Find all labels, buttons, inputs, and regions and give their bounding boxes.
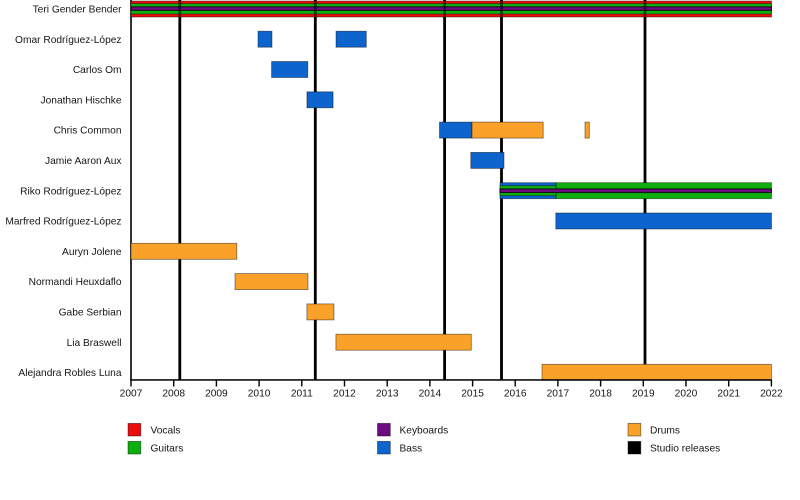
svg-text:2017: 2017 xyxy=(547,389,570,400)
svg-text:Lia Braswell: Lia Braswell xyxy=(67,338,122,349)
svg-text:2020: 2020 xyxy=(675,389,698,400)
svg-text:Keyboards: Keyboards xyxy=(400,425,449,436)
svg-text:2018: 2018 xyxy=(589,389,612,400)
svg-text:2011: 2011 xyxy=(291,389,313,400)
svg-text:Chris Common: Chris Common xyxy=(54,126,122,137)
svg-text:2009: 2009 xyxy=(205,389,228,400)
svg-text:Vocals: Vocals xyxy=(151,425,181,436)
svg-text:2012: 2012 xyxy=(333,389,356,400)
svg-text:Omar Rodríguez-López: Omar Rodríguez-López xyxy=(15,35,121,46)
svg-text:Auryn Jolene: Auryn Jolene xyxy=(62,247,122,258)
svg-text:2007: 2007 xyxy=(120,389,143,400)
svg-text:Studio releases: Studio releases xyxy=(650,443,720,454)
svg-text:2014: 2014 xyxy=(419,389,442,400)
svg-text:Jonathan Hischke: Jonathan Hischke xyxy=(41,95,122,106)
svg-text:2019: 2019 xyxy=(632,389,655,400)
svg-text:Bass: Bass xyxy=(400,443,423,454)
svg-text:2015: 2015 xyxy=(461,389,484,400)
svg-text:Carlos Om: Carlos Om xyxy=(73,65,122,76)
svg-text:2008: 2008 xyxy=(162,389,185,400)
svg-text:2010: 2010 xyxy=(248,389,271,400)
svg-text:Riko Rodríguez-López: Riko Rodríguez-López xyxy=(20,186,121,197)
svg-text:2022: 2022 xyxy=(760,389,783,400)
svg-text:2013: 2013 xyxy=(376,389,399,400)
svg-text:Drums: Drums xyxy=(650,425,680,436)
svg-text:Marfred Rodríguez-López: Marfred Rodríguez-López xyxy=(5,217,121,228)
svg-text:Alejandra Robles Luna: Alejandra Robles Luna xyxy=(18,368,121,379)
svg-text:Teri Gender Bender: Teri Gender Bender xyxy=(33,5,123,16)
svg-text:Jamie Aaron Aux: Jamie Aaron Aux xyxy=(45,156,121,167)
svg-text:2016: 2016 xyxy=(504,389,527,400)
svg-text:Guitars: Guitars xyxy=(151,443,184,454)
svg-text:Gabe Serbian: Gabe Serbian xyxy=(59,308,122,319)
svg-text:2021: 2021 xyxy=(717,389,740,400)
svg-text:Normandi Heuxdaflo: Normandi Heuxdaflo xyxy=(29,277,122,288)
